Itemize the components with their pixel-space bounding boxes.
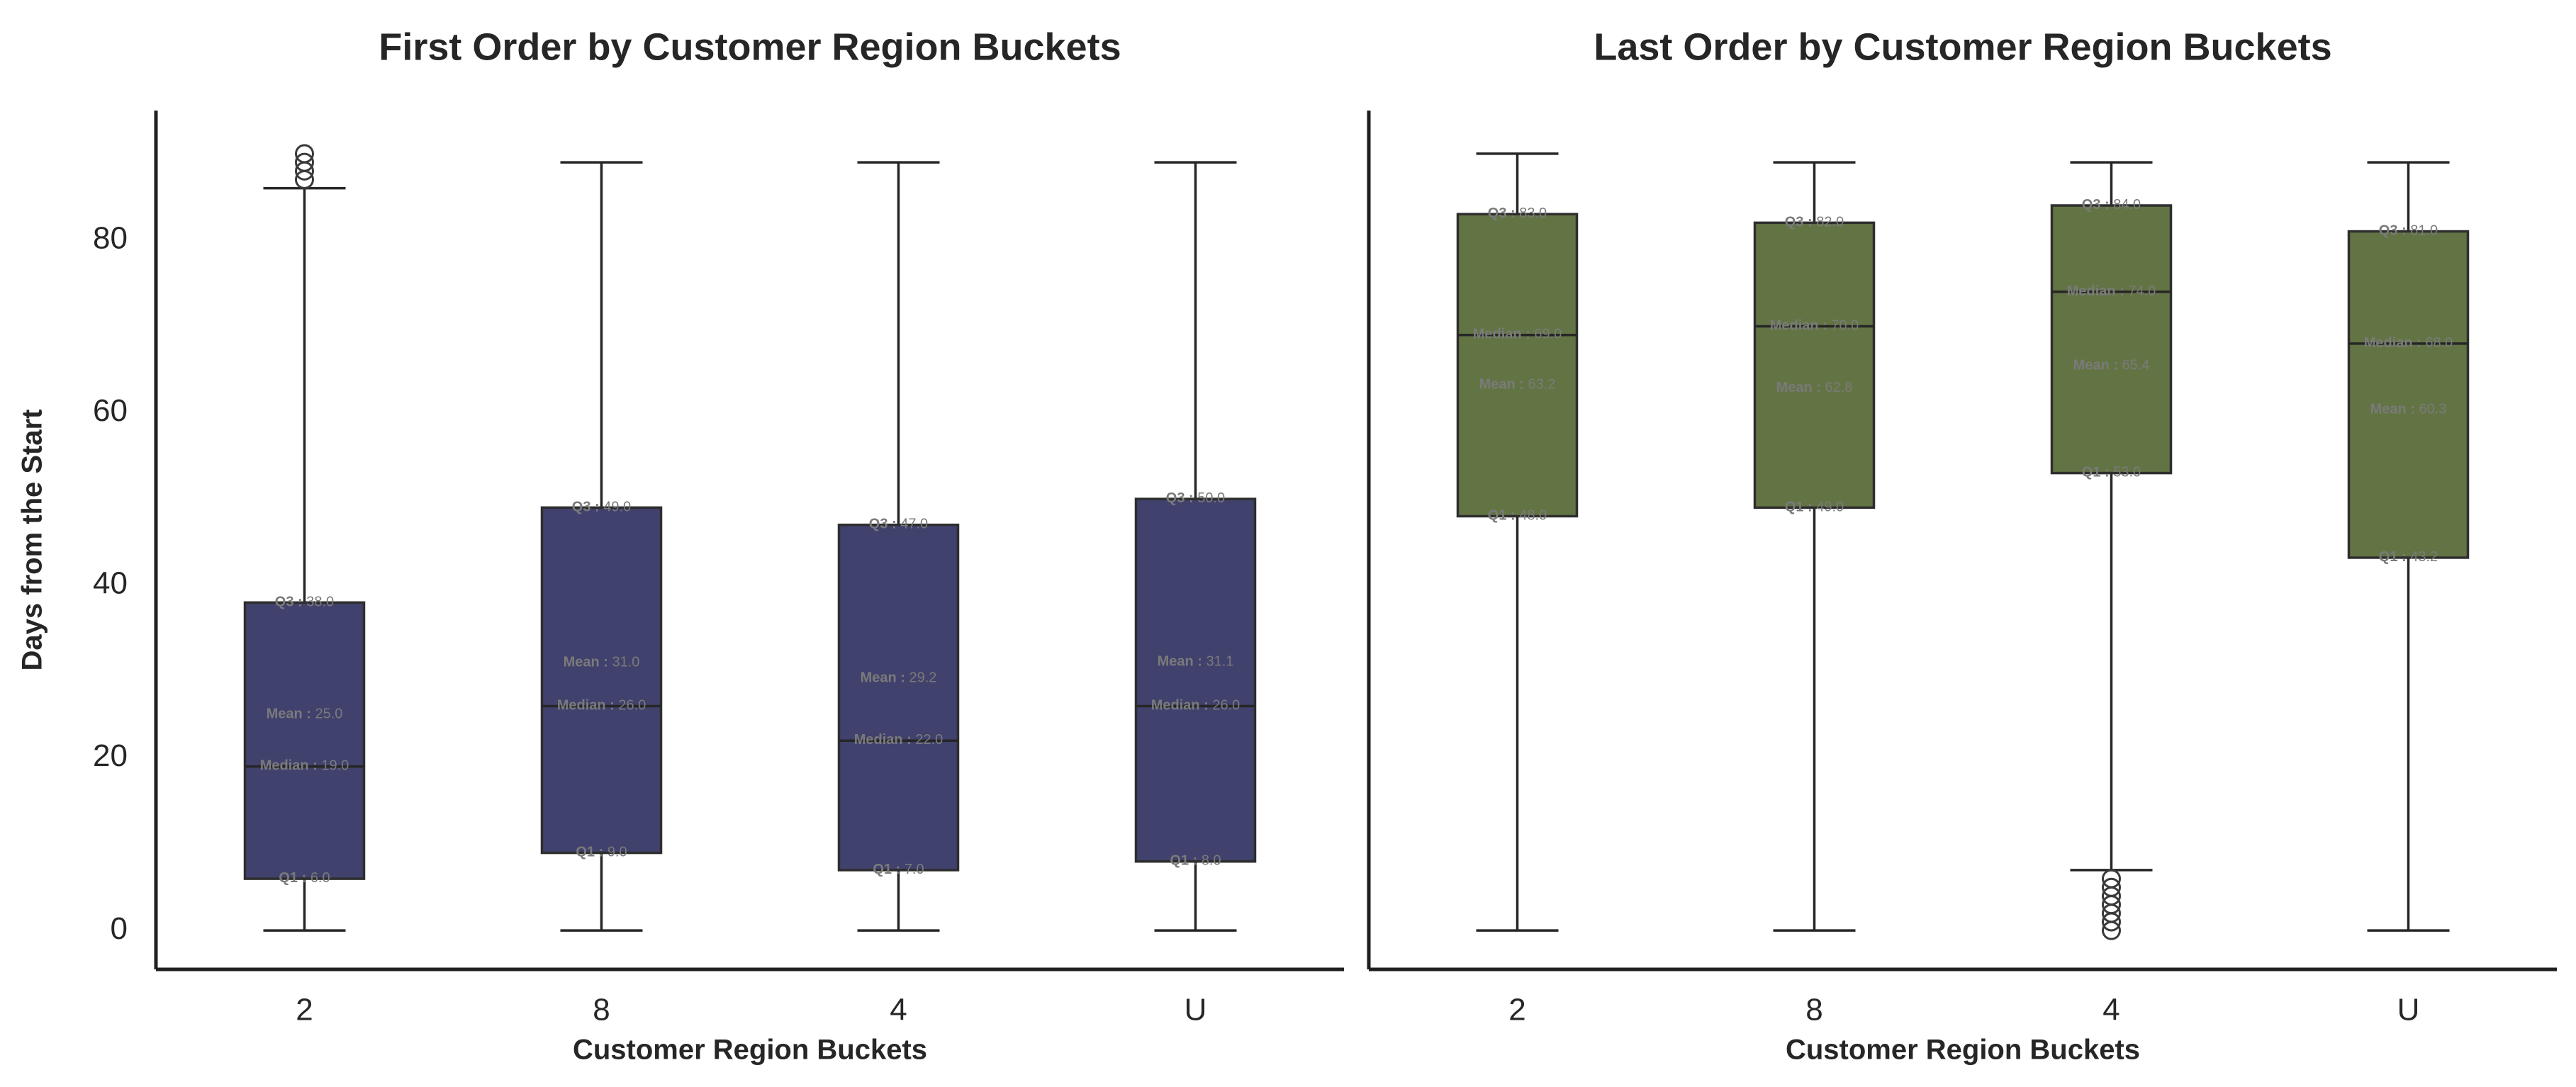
box-body xyxy=(1456,213,1579,518)
q1-label: Q1 : 43.2 xyxy=(2379,549,2438,565)
outlier-point xyxy=(2102,877,2121,897)
y-tick-label: 80 xyxy=(93,220,128,255)
median-label: Median : 26.0 xyxy=(1151,698,1241,714)
x-tick-label: U xyxy=(2397,993,2420,1027)
q3-label: Q3 : 84.0 xyxy=(2082,197,2141,213)
box-U: Q3 : 50.0 Median : 26.0 Mean : 31.1 Q1 : 8.… xyxy=(1134,161,1257,932)
q3-label: Q3 : 83.0 xyxy=(1488,205,1547,221)
box-4: Q3 : 47.0 Median : 22.0 Mean : 29.2 Q1 : 7.… xyxy=(837,161,960,932)
x-tick-label: U xyxy=(1185,993,1207,1027)
x-tick-label: 8 xyxy=(593,993,610,1027)
q3-label: Q3 : 49.0 xyxy=(572,500,631,515)
median-label: Median : 26.0 xyxy=(557,698,646,714)
q3-label: Q3 : 47.0 xyxy=(869,517,928,532)
q1-label: Q1 : 9.0 xyxy=(576,845,627,860)
x-tick-label: 2 xyxy=(1508,993,1525,1027)
box-body xyxy=(1753,221,1876,509)
mean-label: Mean : 62.8 xyxy=(1776,381,1853,396)
box-8: Q3 : 82.0 Median : 70.0 Mean : 62.8 Q1 : 49… xyxy=(1753,161,1876,932)
outlier-point xyxy=(2102,869,2121,889)
box-4: Q3 : 84.0 Median : 74.0 Mean : 65.4 Q1 : 53… xyxy=(2050,161,2173,940)
mean-label: Mean : 63.2 xyxy=(1479,377,1556,393)
x-tick-label: 4 xyxy=(2102,993,2119,1027)
mean-label: Mean : 31.1 xyxy=(1158,654,1234,670)
y-tick-label: 60 xyxy=(93,393,128,428)
y-tick-label: 40 xyxy=(93,566,128,601)
chart-title: First Order by Customer Region Buckets xyxy=(379,26,1121,68)
median-label: Median : 19.0 xyxy=(260,758,349,774)
x-tick-label: 2 xyxy=(296,993,313,1027)
box-body xyxy=(1134,497,1257,863)
q3-label: Q3 : 38.0 xyxy=(275,595,334,610)
median-label: Median : 69.0 xyxy=(1473,327,1562,342)
box-body xyxy=(540,506,663,855)
x-axis-label: Customer Region Buckets xyxy=(573,1035,927,1066)
box-2: Q3 : 83.0 Median : 69.0 Mean : 63.2 Q1 : 48… xyxy=(1456,152,1579,932)
median-label: Median : 22.0 xyxy=(854,732,943,748)
box-8: Q3 : 49.0 Median : 26.0 Mean : 31.0 Q1 : 9.… xyxy=(540,161,663,932)
y-axis-label: Days from the Start xyxy=(17,410,48,671)
median-label: Median : 68.0 xyxy=(2364,335,2453,351)
q1-label: Q1 : 6.0 xyxy=(279,870,330,886)
outlier-point xyxy=(295,144,314,164)
box-2: Q3 : 38.0 Median : 19.0 Mean : 25.0 Q1 : 6.… xyxy=(243,144,366,932)
q1-label: Q1 : 8.0 xyxy=(1170,853,1221,869)
x-tick-label: 8 xyxy=(1805,993,1822,1027)
mean-label: Mean : 60.3 xyxy=(2370,402,2447,417)
q3-label: Q3 : 50.0 xyxy=(1166,490,1225,506)
q3-label: Q3 : 81.0 xyxy=(2379,223,2438,239)
mean-label: Mean : 31.0 xyxy=(564,655,640,670)
q1-label: Q1 : 49.0 xyxy=(1785,500,1844,515)
last-order-panel: Last Order by Customer Region Buckets 2 8 4… xyxy=(1367,26,2557,1066)
x-tick-label: 4 xyxy=(890,993,907,1027)
mean-label: Mean : 25.0 xyxy=(267,706,343,722)
q3-label: Q3 : 82.0 xyxy=(1785,215,1844,230)
mean-label: Mean : 29.2 xyxy=(861,670,937,686)
box-body xyxy=(2050,204,2173,475)
box-body xyxy=(2347,230,2470,559)
y-tick-label: 20 xyxy=(93,738,128,773)
q1-label: Q1 : 53.0 xyxy=(2082,465,2141,480)
outlier-point xyxy=(295,152,314,172)
median-label: Median : 70.0 xyxy=(1770,318,1859,334)
chart-title: Last Order by Customer Region Buckets xyxy=(1594,26,2331,68)
first-order-panel: First Order by Customer Region Buckets 0 2… xyxy=(17,26,1344,1066)
x-axis-label: Customer Region Buckets xyxy=(1786,1035,2140,1066)
box-body xyxy=(837,523,960,872)
median-label: Median : 74.0 xyxy=(2067,283,2156,299)
y-tick-label: 0 xyxy=(111,911,128,946)
q1-label: Q1 : 7.0 xyxy=(873,862,924,877)
mean-label: Mean : 65.4 xyxy=(2073,358,2150,373)
box-U: Q3 : 81.0 Median : 68.0 Mean : 60.3 Q1 : 43… xyxy=(2347,161,2470,932)
box-body xyxy=(243,601,366,880)
q1-label: Q1 : 48.0 xyxy=(1488,508,1547,524)
